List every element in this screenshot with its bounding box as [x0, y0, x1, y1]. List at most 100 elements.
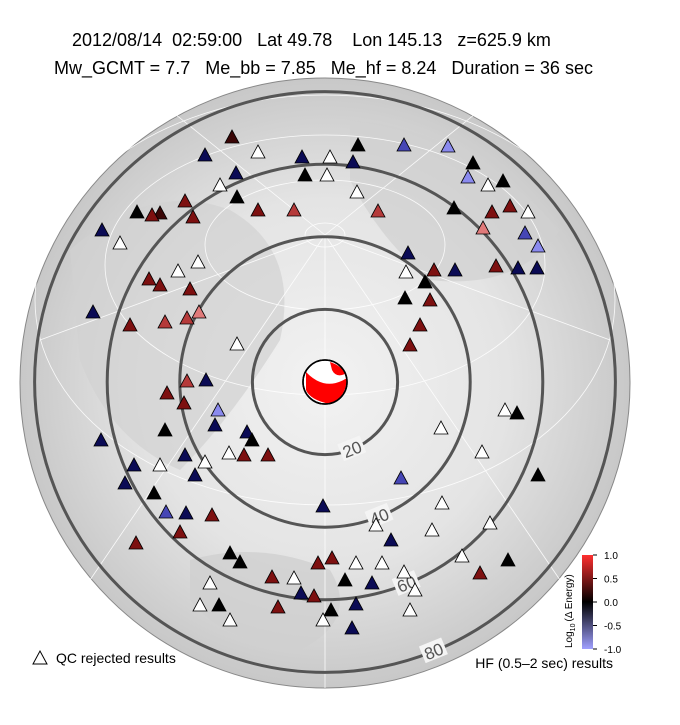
station	[417, 274, 433, 289]
station	[187, 467, 203, 482]
station	[122, 317, 138, 332]
station	[297, 167, 313, 182]
colorbar	[582, 555, 593, 649]
station	[502, 198, 518, 213]
station	[170, 263, 186, 278]
station	[310, 555, 326, 570]
station	[197, 454, 213, 469]
distance-ring	[178, 235, 472, 529]
station	[412, 317, 428, 332]
station	[176, 395, 192, 410]
station	[349, 184, 365, 199]
station	[529, 260, 545, 275]
station	[424, 522, 440, 537]
station	[370, 203, 386, 218]
station	[433, 420, 449, 435]
station	[530, 238, 546, 253]
station	[152, 457, 168, 472]
station	[185, 209, 201, 224]
station	[191, 304, 207, 319]
station	[177, 193, 193, 208]
station	[229, 189, 245, 204]
station	[129, 204, 145, 219]
colorbar-ticks: 1.0 0.5 0.0 -0.5 -1.0	[593, 551, 622, 656]
station	[488, 258, 504, 273]
station	[177, 447, 193, 462]
station	[315, 612, 331, 627]
station	[364, 575, 380, 590]
station	[93, 432, 109, 447]
station	[475, 220, 491, 235]
station	[482, 515, 498, 530]
station	[286, 202, 302, 217]
station	[323, 602, 339, 617]
station	[402, 602, 418, 617]
header-line: 2012/08/14 02:59:00 Lat 49.78 Lon 145.13…	[72, 30, 551, 50]
station	[454, 548, 470, 563]
station	[344, 620, 360, 635]
station	[460, 169, 476, 184]
station	[520, 204, 536, 219]
colorbar-tick-label: -1.0	[604, 645, 622, 656]
station	[197, 147, 213, 162]
station	[480, 177, 496, 192]
station	[294, 149, 310, 164]
station	[315, 498, 331, 513]
station	[337, 572, 353, 587]
station	[117, 475, 133, 490]
station	[426, 262, 442, 277]
station	[190, 254, 206, 269]
station	[192, 597, 208, 612]
station	[345, 154, 361, 169]
station	[472, 565, 488, 580]
station	[396, 137, 412, 152]
station	[212, 177, 228, 192]
station	[250, 202, 266, 217]
station	[350, 137, 366, 152]
header-line: Mw_GCMT = 7.7 Me_bb = 7.85 Me_hf = 8.24 …	[54, 58, 593, 79]
distance-ring	[250, 307, 400, 457]
beachball	[302, 359, 348, 405]
station	[244, 432, 260, 447]
station	[94, 222, 110, 237]
ring-label-bg	[337, 435, 367, 462]
station	[236, 447, 252, 462]
ring-label-bg	[364, 502, 394, 529]
station	[85, 304, 101, 319]
station	[398, 264, 414, 279]
station	[402, 337, 418, 352]
station	[146, 485, 162, 500]
station	[393, 470, 409, 485]
station	[319, 167, 335, 182]
station	[182, 281, 198, 296]
station	[204, 507, 220, 522]
station	[141, 271, 157, 286]
station	[397, 290, 413, 305]
station	[383, 532, 399, 547]
station	[286, 570, 302, 585]
station	[322, 149, 338, 164]
station	[250, 144, 266, 159]
station	[228, 165, 244, 180]
station	[260, 447, 276, 462]
station	[232, 554, 248, 569]
colorbar-tick-label: 0.5	[604, 575, 618, 586]
qc-legend-marker	[32, 649, 48, 665]
station	[465, 155, 481, 170]
station	[324, 550, 340, 565]
legend-qc: QC rejected results	[56, 650, 176, 666]
colorbar-label-sub: 10	[570, 623, 577, 631]
station	[207, 417, 223, 432]
station	[179, 310, 195, 325]
station	[500, 552, 516, 567]
station	[222, 612, 238, 627]
station	[270, 599, 286, 614]
station	[348, 596, 364, 611]
station	[497, 402, 513, 417]
station	[112, 235, 128, 250]
ring-label-bg	[418, 637, 448, 664]
station	[368, 517, 384, 532]
distance-ring	[105, 162, 545, 602]
station	[434, 495, 450, 510]
